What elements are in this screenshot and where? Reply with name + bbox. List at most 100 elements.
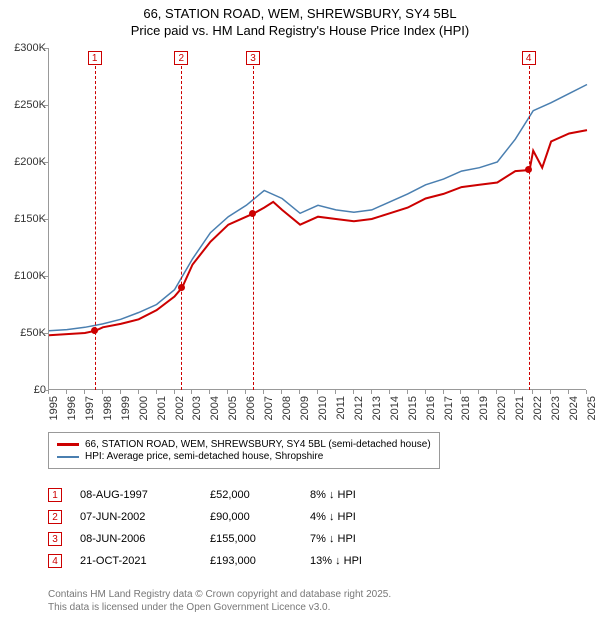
xtick-label: 2007 <box>263 396 275 432</box>
xtick-label: 2023 <box>550 396 562 432</box>
legend-item: HPI: Average price, semi-detached house,… <box>57 451 431 462</box>
ytick-mark <box>44 105 48 106</box>
marker-box-3: 3 <box>246 51 260 65</box>
xtick-mark <box>102 390 103 394</box>
xtick-label: 2013 <box>371 396 383 432</box>
marker-vline-1 <box>95 66 96 390</box>
tx-price: £52,000 <box>210 489 310 501</box>
xtick-label: 1997 <box>84 396 96 432</box>
xtick-mark <box>263 390 264 394</box>
tx-pct: 7% ↓ HPI <box>310 533 370 545</box>
legend-swatch <box>57 456 79 458</box>
series-price_paid <box>49 130 587 335</box>
xtick-mark <box>478 390 479 394</box>
xtick-label: 2021 <box>514 396 526 432</box>
xtick-label: 2025 <box>586 396 598 432</box>
xtick-mark <box>191 390 192 394</box>
xtick-label: 1996 <box>66 396 78 432</box>
tx-marker: 4 <box>48 554 62 568</box>
chart-container: 66, STATION ROAD, WEM, SHREWSBURY, SY4 5… <box>0 0 600 620</box>
legend: 66, STATION ROAD, WEM, SHREWSBURY, SY4 5… <box>48 432 440 469</box>
xtick-mark <box>514 390 515 394</box>
xtick-label: 2006 <box>245 396 257 432</box>
legend-item: 66, STATION ROAD, WEM, SHREWSBURY, SY4 5… <box>57 439 431 450</box>
tx-marker: 1 <box>48 488 62 502</box>
xtick-mark <box>371 390 372 394</box>
xtick-label: 2002 <box>174 396 186 432</box>
tx-marker: 3 <box>48 532 62 546</box>
xtick-label: 2024 <box>568 396 580 432</box>
legend-swatch <box>57 443 79 446</box>
marker-box-2: 2 <box>174 51 188 65</box>
xtick-mark <box>84 390 85 394</box>
xtick-mark <box>66 390 67 394</box>
ytick-label: £100K <box>2 270 46 282</box>
xtick-mark <box>156 390 157 394</box>
ytick-mark <box>44 276 48 277</box>
title-line2: Price paid vs. HM Land Registry's House … <box>0 23 600 40</box>
xtick-label: 1998 <box>102 396 114 432</box>
marker-vline-2 <box>181 66 182 390</box>
xtick-mark <box>335 390 336 394</box>
tx-date: 08-AUG-1997 <box>80 489 210 501</box>
tx-marker: 2 <box>48 510 62 524</box>
xtick-label: 2015 <box>407 396 419 432</box>
series-hpi <box>49 85 587 331</box>
title-line1: 66, STATION ROAD, WEM, SHREWSBURY, SY4 5… <box>0 6 600 23</box>
ytick-label: £0 <box>2 384 46 396</box>
transaction-row: 2 07-JUN-2002£90,0004% ↓ HPI <box>48 506 370 528</box>
xtick-label: 2001 <box>156 396 168 432</box>
xtick-mark <box>48 390 49 394</box>
xtick-label: 2000 <box>138 396 150 432</box>
xtick-mark <box>299 390 300 394</box>
xtick-label: 2020 <box>496 396 508 432</box>
xtick-mark <box>496 390 497 394</box>
xtick-label: 2010 <box>317 396 329 432</box>
xtick-mark <box>586 390 587 394</box>
ytick-mark <box>44 333 48 334</box>
legend-label: HPI: Average price, semi-detached house,… <box>85 451 323 462</box>
tx-pct: 4% ↓ HPI <box>310 511 370 523</box>
plot-area <box>48 48 586 390</box>
xtick-mark <box>138 390 139 394</box>
marker-vline-4 <box>529 66 530 390</box>
xtick-label: 2009 <box>299 396 311 432</box>
marker-dot-2 <box>178 284 185 291</box>
xtick-mark <box>317 390 318 394</box>
xtick-label: 2017 <box>443 396 455 432</box>
xtick-label: 2011 <box>335 396 347 432</box>
ytick-label: £150K <box>2 213 46 225</box>
xtick-mark <box>443 390 444 394</box>
transaction-table: 108-AUG-1997£52,0008% ↓ HPI207-JUN-2002£… <box>48 484 370 572</box>
xtick-mark <box>174 390 175 394</box>
xtick-mark <box>550 390 551 394</box>
xtick-mark <box>281 390 282 394</box>
tx-pct: 8% ↓ HPI <box>310 489 370 501</box>
xtick-label: 2005 <box>227 396 239 432</box>
xtick-mark <box>227 390 228 394</box>
tx-price: £193,000 <box>210 555 310 567</box>
tx-date: 07-JUN-2002 <box>80 511 210 523</box>
xtick-mark <box>245 390 246 394</box>
marker-box-1: 1 <box>88 51 102 65</box>
plot-svg <box>49 48 587 390</box>
ytick-label: £250K <box>2 99 46 111</box>
ytick-mark <box>44 48 48 49</box>
transaction-row: 308-JUN-2006£155,0007% ↓ HPI <box>48 528 370 550</box>
tx-price: £90,000 <box>210 511 310 523</box>
tx-date: 21-OCT-2021 <box>80 555 210 567</box>
xtick-label: 2008 <box>281 396 293 432</box>
xtick-label: 2022 <box>532 396 544 432</box>
legend-label: 66, STATION ROAD, WEM, SHREWSBURY, SY4 5… <box>85 439 431 450</box>
footer-attribution: Contains HM Land Registry data © Crown c… <box>48 588 391 614</box>
footer-line1: Contains HM Land Registry data © Crown c… <box>48 588 391 601</box>
xtick-mark <box>460 390 461 394</box>
marker-vline-3 <box>253 66 254 390</box>
xtick-label: 2003 <box>191 396 203 432</box>
tx-pct: 13% ↓ HPI <box>310 555 370 567</box>
tx-price: £155,000 <box>210 533 310 545</box>
xtick-mark <box>389 390 390 394</box>
ytick-label: £50K <box>2 327 46 339</box>
xtick-mark <box>407 390 408 394</box>
xtick-mark <box>120 390 121 394</box>
